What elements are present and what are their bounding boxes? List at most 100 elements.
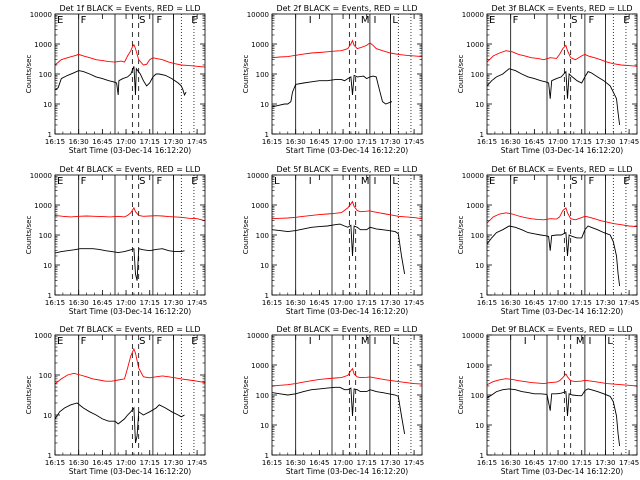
y-axis-label: Counts/sec xyxy=(25,216,33,255)
y-tick-label: 10000 xyxy=(247,332,269,340)
x-axis-label: Start Time (03-Dec-14 16:12:20) xyxy=(286,146,408,155)
plot-area xyxy=(55,335,205,455)
y-tick-label: 10000 xyxy=(30,172,52,180)
x-tick-label: 17:45 xyxy=(619,138,639,146)
y-tick-label: 10000 xyxy=(462,11,484,19)
y-tick-label: 10 xyxy=(260,262,269,270)
zone-label: E xyxy=(57,176,63,187)
x-tick-label: 17:30 xyxy=(163,299,183,307)
x-tick-label: 16:15 xyxy=(477,138,497,146)
series-line-events xyxy=(487,225,621,287)
zone-label: S xyxy=(139,176,145,187)
y-axis-label: Counts/sec xyxy=(457,376,465,415)
series-line-events xyxy=(487,68,621,126)
x-tick-label: 17:15 xyxy=(572,459,592,467)
zone-label: L xyxy=(274,176,280,187)
zone-label: E xyxy=(191,15,197,26)
x-tick-label: 17:15 xyxy=(572,138,592,146)
zone-label: E xyxy=(623,176,629,187)
zone-label: E xyxy=(489,176,495,187)
x-tick-label: 16:45 xyxy=(92,138,112,146)
zone-label: I xyxy=(373,336,376,347)
chart-title: Det 3f BLACK = Events, RED = LLD xyxy=(491,4,632,13)
y-tick-label: 1000 xyxy=(466,202,484,210)
zone-label: S xyxy=(571,176,577,187)
x-tick-label: 16:30 xyxy=(69,299,89,307)
series-line-lld xyxy=(55,43,205,68)
zone-label: I xyxy=(373,15,376,26)
x-tick-label: 17:45 xyxy=(187,138,207,146)
x-tick-label: 16:45 xyxy=(92,459,112,467)
x-tick-label: 17:45 xyxy=(619,459,639,467)
y-tick-label: 100 xyxy=(471,232,484,240)
zone-label: S xyxy=(571,15,577,26)
zone-label: I xyxy=(309,176,312,187)
x-tick-label: 16:30 xyxy=(69,138,89,146)
plot-area xyxy=(55,14,205,134)
x-tick-label: 17:30 xyxy=(380,138,400,146)
x-tick-label: 16:15 xyxy=(262,299,282,307)
y-tick-label: 10 xyxy=(475,262,484,270)
series-line-lld xyxy=(272,200,422,220)
series-line-lld xyxy=(55,206,205,222)
chart-title: Det 7f BLACK = Events, RED = LLD xyxy=(59,325,200,334)
y-tick-label: 10 xyxy=(43,412,52,420)
y-axis-label: Counts/sec xyxy=(25,376,33,415)
y-tick-label: 1000 xyxy=(466,41,484,49)
y-tick-label: 10 xyxy=(43,101,52,109)
y-tick-label: 100 xyxy=(256,232,269,240)
x-tick-label: 16:45 xyxy=(309,299,329,307)
x-tick-label: 17:45 xyxy=(619,299,639,307)
zone-label: E xyxy=(623,15,629,26)
series-line-lld xyxy=(487,44,637,67)
y-tick-label: 10 xyxy=(475,422,484,430)
plot-frame xyxy=(271,13,423,135)
x-tick-label: 17:30 xyxy=(595,299,615,307)
x-tick-label: 17:00 xyxy=(333,459,353,467)
x-tick-label: 16:30 xyxy=(286,138,306,146)
x-tick-label: 16:15 xyxy=(45,459,65,467)
x-tick-label: 16:15 xyxy=(477,299,497,307)
y-tick-label: 10 xyxy=(475,101,484,109)
series-line-events xyxy=(487,388,621,447)
zone-label: F xyxy=(81,15,87,26)
x-tick-label: 17:30 xyxy=(163,459,183,467)
plot-area xyxy=(272,175,422,295)
x-tick-label: 16:45 xyxy=(309,459,329,467)
y-axis-label: Counts/sec xyxy=(457,55,465,94)
zone-label: L xyxy=(607,336,613,347)
plot-area xyxy=(272,14,422,134)
x-tick-label: 17:15 xyxy=(140,459,160,467)
x-tick-label: 16:15 xyxy=(45,299,65,307)
zone-label: I xyxy=(309,336,312,347)
plot-frame xyxy=(271,174,423,296)
zone-label: F xyxy=(81,336,87,347)
y-tick-label: 10000 xyxy=(462,172,484,180)
series-line-lld xyxy=(55,347,205,385)
x-tick-label: 16:15 xyxy=(262,138,282,146)
x-axis-label: Start Time (03-Dec-14 16:12:20) xyxy=(69,146,191,155)
zone-label: F xyxy=(588,15,594,26)
zone-label: L xyxy=(392,176,398,187)
y-tick-label: 1000 xyxy=(34,41,52,49)
x-tick-label: 17:00 xyxy=(548,299,568,307)
zone-label: L xyxy=(392,336,398,347)
x-axis-label: Start Time (03-Dec-14 16:12:20) xyxy=(69,307,191,316)
y-tick-label: 100 xyxy=(256,392,269,400)
x-axis-label: Start Time (03-Dec-14 16:12:20) xyxy=(501,467,623,476)
y-axis-label: Counts/sec xyxy=(242,216,250,255)
x-tick-label: 16:30 xyxy=(286,299,306,307)
plot-area xyxy=(272,335,422,455)
zone-label: F xyxy=(513,15,519,26)
x-tick-label: 16:30 xyxy=(286,459,306,467)
zone-label: I xyxy=(373,176,376,187)
plot-frame xyxy=(486,13,638,135)
x-tick-label: 16:45 xyxy=(524,459,544,467)
y-axis-label: Counts/sec xyxy=(242,55,250,94)
series-line-lld xyxy=(272,367,422,387)
y-tick-label: 10000 xyxy=(247,11,269,19)
